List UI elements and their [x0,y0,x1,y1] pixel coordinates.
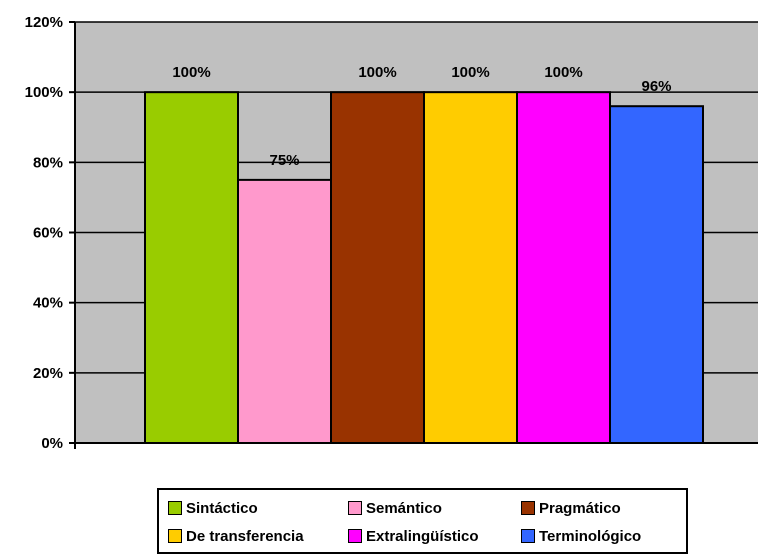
y-tick-labels: 0% 20% 40% 60% 80% 100% 120% [25,14,63,452]
bars [144,91,704,445]
axes [69,21,758,449]
legend-item-de-transferencia: De transferencia [168,526,304,546]
y-tick-label: 80% [33,154,63,171]
legend-item-pragmatico: Pragmático [521,498,621,518]
data-label: 100% [172,64,210,81]
y-tick-label: 60% [33,225,63,242]
legend-swatch [348,501,362,515]
legend-label: Pragmático [539,499,621,517]
legend: Sintáctico Semántico Pragmático De trans… [157,488,688,554]
y-tick-label: 20% [33,365,63,382]
bar [516,91,611,445]
legend-label: Semántico [366,499,442,517]
data-labels: 100% 75% 100% 100% 100% 96% [172,64,671,169]
bar [609,105,704,444]
bar [237,178,332,444]
legend-swatch [521,501,535,515]
legend-label: Sintáctico [186,499,258,517]
legend-swatch [521,529,535,543]
y-tick-label: 120% [25,14,63,31]
legend-label: Extralingüístico [366,527,479,545]
y-tick-label: 100% [25,84,63,101]
data-label: 75% [269,152,299,169]
bar [144,91,239,445]
bar [330,91,425,445]
data-label: 100% [544,64,582,81]
data-label: 100% [358,64,396,81]
y-tick-label: 40% [33,295,63,312]
legend-swatch [348,529,362,543]
legend-item-extralinguistico: Extralingüístico [348,526,479,546]
data-label: 96% [641,78,671,95]
legend-item-semantico: Semántico [348,498,442,518]
legend-label: De transferencia [186,527,304,545]
legend-label: Terminológico [539,527,642,545]
data-label: 100% [451,64,489,81]
legend-item-terminologico: Terminológico [521,526,641,546]
legend-item-sintactico: Sintáctico [168,498,258,518]
bar [423,91,518,445]
legend-swatch [168,501,182,515]
y-tick-label: 0% [41,435,63,452]
legend-swatch [168,529,182,543]
